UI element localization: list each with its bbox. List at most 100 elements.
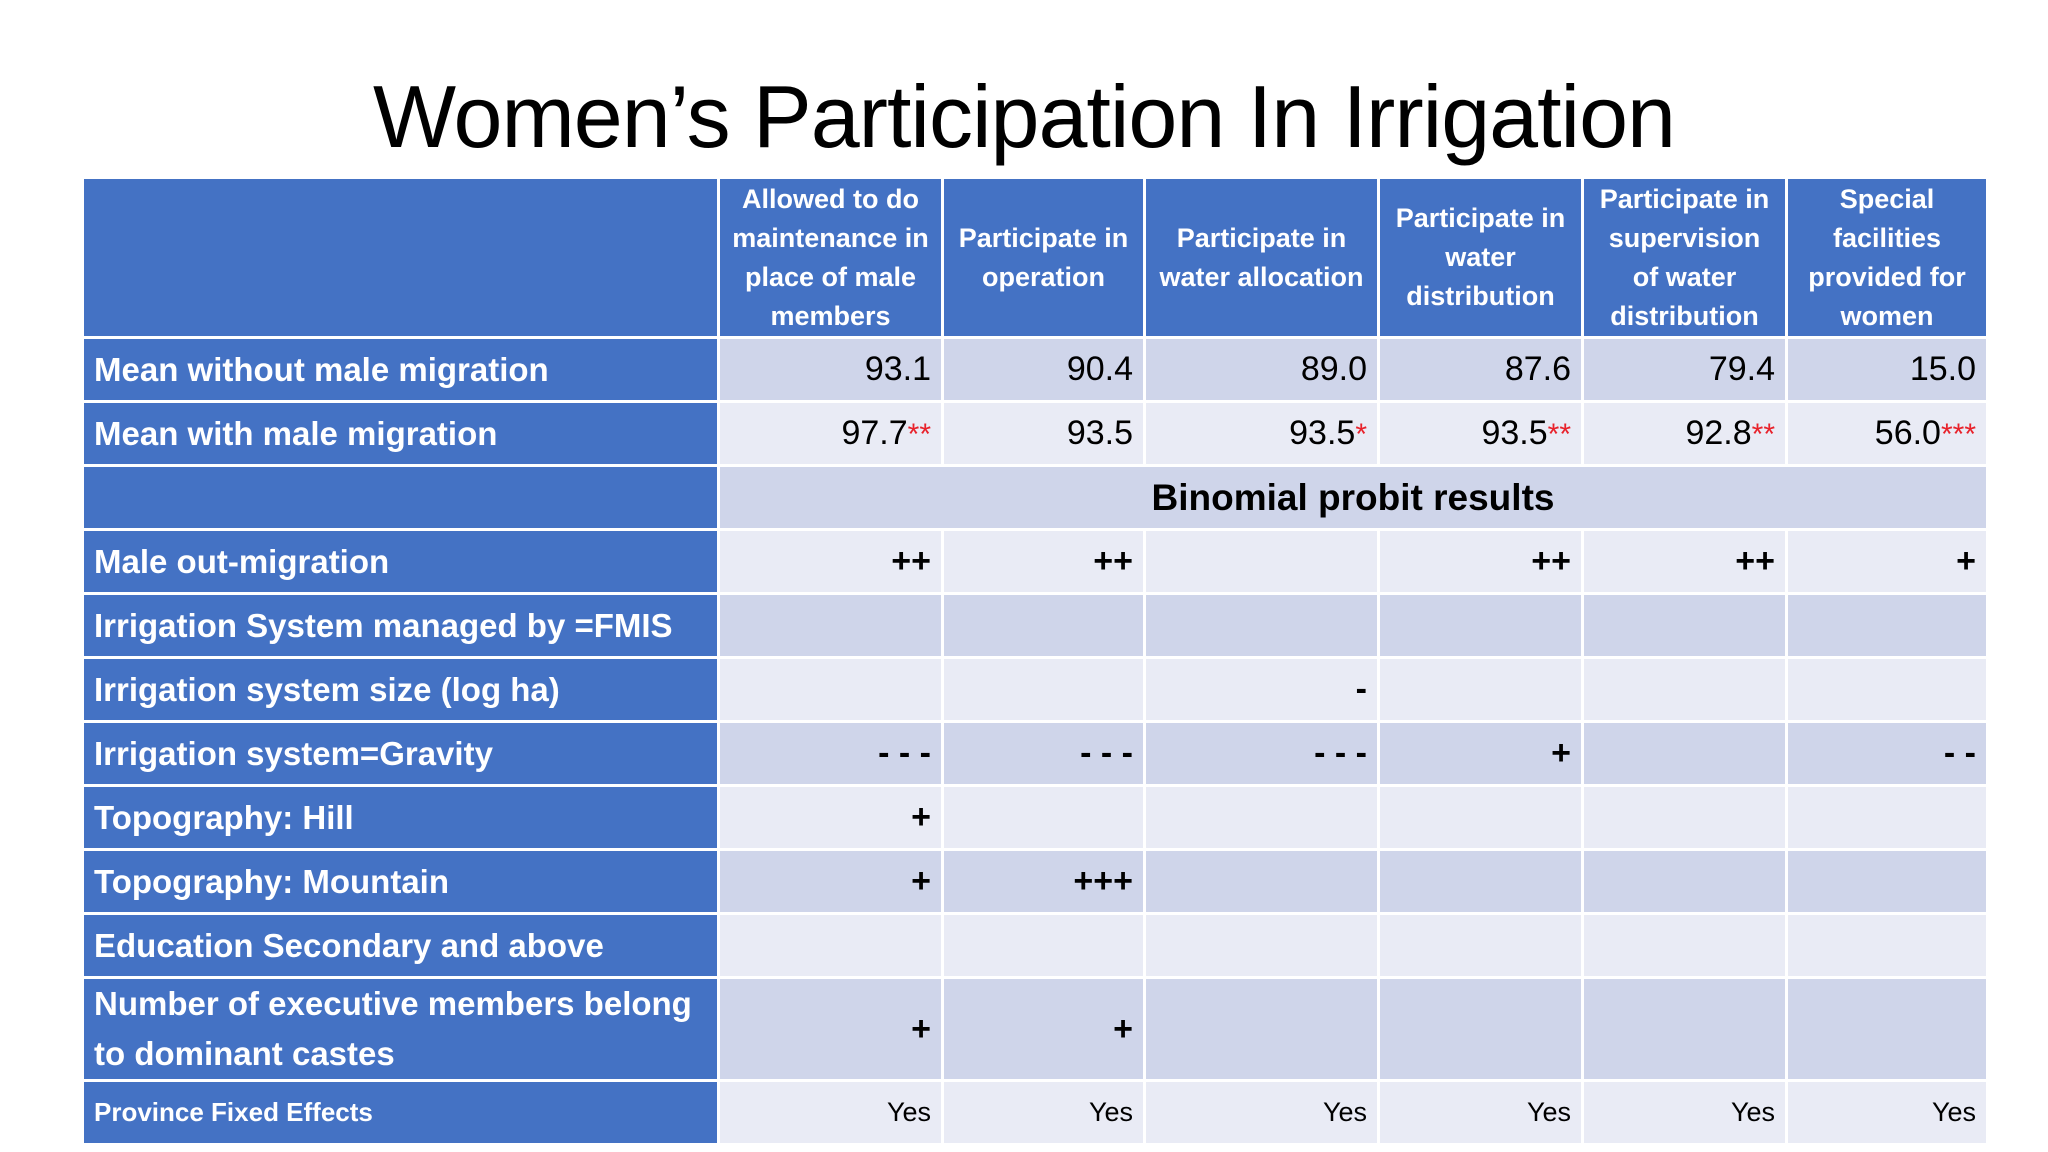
- column-header: Participate in water distribution: [1377, 176, 1584, 339]
- table-row: Province Fixed Effects Yes Yes Yes Yes Yes Yes: [81, 1079, 1989, 1146]
- table-cell: -: [1143, 656, 1380, 723]
- table-cell: ++: [1581, 528, 1788, 595]
- table-cell: ++: [717, 528, 944, 595]
- table-cell: [1581, 848, 1788, 915]
- table-cell: 93.5*: [1143, 400, 1380, 467]
- table-cell: Yes: [1143, 1079, 1380, 1146]
- table-row: Male out-migration ++ ++ ++ ++ +: [81, 528, 1989, 595]
- row-label: Irrigation system=Gravity: [81, 720, 720, 787]
- column-header: Participate in water allocation: [1143, 176, 1380, 339]
- table-cell: [1377, 592, 1584, 659]
- mean-value: 97.7: [841, 414, 908, 452]
- mean-value: 90.4: [1066, 350, 1133, 388]
- row-label: Irrigation system size (log ha): [81, 656, 720, 723]
- table-cell: +: [941, 976, 1146, 1082]
- table-cell: [1143, 528, 1380, 595]
- table-row: Mean without male migration 93.1 90.4 89.0 8…: [81, 336, 1989, 403]
- table-cell: ++: [1377, 528, 1584, 595]
- table-cell: 56.0***: [1785, 400, 1989, 467]
- column-header: Allowed to do maintenance in place of ma…: [717, 176, 944, 339]
- table-cell: 97.7**: [717, 400, 944, 467]
- row-label: Education Secondary and above: [81, 912, 720, 979]
- row-label: Male out-migration: [81, 528, 720, 595]
- column-header: Participate in supervision of water dist…: [1581, 176, 1788, 339]
- table-cell: ++: [941, 528, 1146, 595]
- table-cell: [1143, 848, 1380, 915]
- table-cell: Yes: [1785, 1079, 1989, 1146]
- table-cell: 79.4: [1581, 336, 1788, 403]
- table-row: Mean with male migration 97.7** 93.5 93.5* 9…: [81, 400, 1989, 467]
- table-cell: [1581, 912, 1788, 979]
- table-cell: Yes: [1581, 1079, 1788, 1146]
- significance-stars: **: [907, 418, 931, 451]
- table-cell: [1143, 784, 1380, 851]
- table-cell: - -: [1785, 720, 1989, 787]
- results-table: Allowed to do maintenance in place of ma…: [81, 176, 1989, 1146]
- table-cell: [1785, 592, 1989, 659]
- table-cell: [1377, 848, 1584, 915]
- table-cell: [1377, 656, 1584, 723]
- table-cell: 93.5**: [1377, 400, 1584, 467]
- mean-value: 93.5: [1481, 414, 1548, 452]
- table-cell: [717, 592, 944, 659]
- row-label: Irrigation System managed by =FMIS: [81, 592, 720, 659]
- table-cell: +: [717, 784, 944, 851]
- table-body: Mean without male migration 93.1 90.4 89.0 8…: [81, 336, 1989, 1146]
- table-cell: [1785, 656, 1989, 723]
- table-cell: +++: [941, 848, 1146, 915]
- column-header: Participate in operation: [941, 176, 1146, 339]
- table-cell: [941, 784, 1146, 851]
- table-row: Education Secondary and above: [81, 912, 1989, 979]
- table-cell: [1143, 976, 1380, 1082]
- table-cell: 90.4: [941, 336, 1146, 403]
- mean-value: 93.1: [864, 350, 931, 388]
- table-cell: [717, 656, 944, 723]
- table-cell: - - -: [941, 720, 1146, 787]
- table-row: Irrigation System managed by =FMIS: [81, 592, 1989, 659]
- table-cell: +: [717, 976, 944, 1082]
- table-cell: [1581, 784, 1788, 851]
- table-cell: [1785, 976, 1989, 1082]
- table-cell: [1581, 976, 1788, 1082]
- header-row: Allowed to do maintenance in place of ma…: [81, 176, 1989, 339]
- table-cell: [1581, 656, 1788, 723]
- table-row: Topography: Hill +: [81, 784, 1989, 851]
- mean-value: 93.5: [1289, 414, 1356, 452]
- table-cell: [1143, 912, 1380, 979]
- table-cell: +: [1377, 720, 1584, 787]
- table-cell: [1143, 592, 1380, 659]
- row-label: Province Fixed Effects: [81, 1079, 720, 1146]
- row-label: Mean without male migration: [81, 336, 720, 403]
- row-label: [81, 464, 720, 531]
- table-cell: - - -: [717, 720, 944, 787]
- row-label: Topography: Hill: [81, 784, 720, 851]
- table-row: Irrigation system=Gravity - - -- - -- - -…: [81, 720, 1989, 787]
- table-cell: - - -: [1143, 720, 1380, 787]
- table-cell: Yes: [941, 1079, 1146, 1146]
- significance-stars: **: [1751, 418, 1775, 451]
- table-cell: [1581, 720, 1788, 787]
- table-row: Number of executive members belong to do…: [81, 976, 1989, 1082]
- row-label: Number of executive members belong to do…: [81, 976, 720, 1082]
- section-heading: Binomial probit results: [717, 464, 1989, 531]
- table-cell: +: [717, 848, 944, 915]
- table-row: Topography: Mountain + +++: [81, 848, 1989, 915]
- table-cell: Yes: [1377, 1079, 1584, 1146]
- significance-stars: **: [1547, 418, 1571, 451]
- significance-stars: *: [1355, 418, 1367, 451]
- table-cell: [941, 592, 1146, 659]
- table-cell: [717, 912, 944, 979]
- table-cell: 93.5: [941, 400, 1146, 467]
- table-cell: [1377, 784, 1584, 851]
- row-label: Mean with male migration: [81, 400, 720, 467]
- table-cell: [1581, 592, 1788, 659]
- mean-value: 89.0: [1300, 350, 1367, 388]
- table-cell: [1785, 912, 1989, 979]
- table-row: Irrigation system size (log ha) -: [81, 656, 1989, 723]
- table-cell: 92.8**: [1581, 400, 1788, 467]
- header-corner-cell: [81, 176, 720, 339]
- table-cell: [941, 912, 1146, 979]
- table-cell: [1377, 912, 1584, 979]
- table-cell: 93.1: [717, 336, 944, 403]
- mean-value: 92.8: [1685, 414, 1752, 452]
